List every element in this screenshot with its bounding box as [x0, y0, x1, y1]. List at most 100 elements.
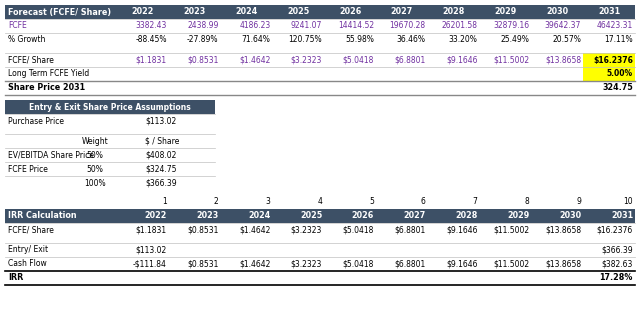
- Text: 1: 1: [162, 198, 167, 206]
- Bar: [5, 81, 635, 95]
- Text: FCFE: FCFE: [8, 21, 27, 31]
- Text: 2438.99: 2438.99: [188, 21, 219, 31]
- Text: 2024: 2024: [248, 212, 270, 220]
- Text: $13.8658: $13.8658: [545, 259, 581, 268]
- Text: 33.20%: 33.20%: [449, 35, 477, 45]
- Text: 2031: 2031: [598, 7, 620, 17]
- Text: FCFE Price: FCFE Price: [8, 164, 48, 174]
- Text: $6.8801: $6.8801: [394, 259, 426, 268]
- Text: 2024: 2024: [236, 7, 258, 17]
- Text: 5.00%: 5.00%: [607, 70, 633, 79]
- Text: $11.5002: $11.5002: [493, 259, 529, 268]
- Text: $11.5002: $11.5002: [493, 56, 529, 64]
- Text: $113.02: $113.02: [145, 116, 176, 125]
- Text: 2028: 2028: [442, 7, 465, 17]
- Text: 50%: 50%: [86, 150, 104, 160]
- Text: Entry/ Exit: Entry/ Exit: [8, 245, 48, 254]
- Text: $9.1646: $9.1646: [446, 259, 477, 268]
- Bar: [5, 271, 635, 285]
- Bar: [5, 162, 215, 176]
- Text: 19670.28: 19670.28: [390, 21, 426, 31]
- Text: 2026: 2026: [339, 7, 361, 17]
- Bar: [583, 67, 635, 81]
- Text: IRR Calculation: IRR Calculation: [8, 212, 77, 220]
- Text: 4186.23: 4186.23: [239, 21, 270, 31]
- Text: Purchase Price: Purchase Price: [8, 116, 64, 125]
- Text: 32879.16: 32879.16: [493, 21, 529, 31]
- Text: -88.45%: -88.45%: [135, 35, 167, 45]
- Text: $5.0418: $5.0418: [342, 226, 374, 235]
- Bar: [583, 53, 635, 67]
- Text: 7: 7: [473, 198, 477, 206]
- Text: 2029: 2029: [494, 7, 516, 17]
- Text: Entry & Exit Share Price Assumptions: Entry & Exit Share Price Assumptions: [29, 102, 191, 111]
- Text: 120.75%: 120.75%: [289, 35, 322, 45]
- Bar: [5, 100, 215, 114]
- Text: 2029: 2029: [507, 212, 529, 220]
- Text: 2025: 2025: [300, 212, 322, 220]
- Text: $0.8531: $0.8531: [188, 56, 219, 64]
- Text: 10: 10: [623, 198, 633, 206]
- Text: Long Term FCFE Yield: Long Term FCFE Yield: [8, 70, 89, 79]
- Bar: [5, 19, 635, 33]
- Text: FCFE/ Share: FCFE/ Share: [8, 226, 54, 235]
- Bar: [5, 176, 215, 190]
- Text: $324.75: $324.75: [145, 164, 177, 174]
- Text: 2: 2: [214, 198, 219, 206]
- Text: $366.39: $366.39: [145, 178, 177, 188]
- Text: $13.8658: $13.8658: [545, 56, 581, 64]
- Text: 39642.37: 39642.37: [545, 21, 581, 31]
- Text: EV/EBITDA Share Price: EV/EBITDA Share Price: [8, 150, 94, 160]
- Text: Weight: Weight: [82, 136, 108, 146]
- Text: 6: 6: [421, 198, 426, 206]
- Text: 100%: 100%: [84, 178, 106, 188]
- Text: 2028: 2028: [455, 212, 477, 220]
- Bar: [5, 148, 215, 162]
- Text: $16.2376: $16.2376: [593, 56, 633, 64]
- Text: $1.1831: $1.1831: [136, 56, 167, 64]
- Text: 2023: 2023: [184, 7, 206, 17]
- Text: $113.02: $113.02: [136, 245, 167, 254]
- Text: Forecast (FCFE/ Share): Forecast (FCFE/ Share): [8, 7, 111, 17]
- Text: 25.49%: 25.49%: [500, 35, 529, 45]
- Text: $408.02: $408.02: [145, 150, 177, 160]
- Text: $13.8658: $13.8658: [545, 226, 581, 235]
- Text: 2027: 2027: [391, 7, 413, 17]
- Text: IRR: IRR: [8, 274, 23, 282]
- Text: $16.2376: $16.2376: [596, 226, 633, 235]
- Text: $3.2323: $3.2323: [291, 259, 322, 268]
- Bar: [5, 243, 635, 257]
- Bar: [5, 53, 635, 67]
- Bar: [5, 5, 635, 19]
- Text: 55.98%: 55.98%: [345, 35, 374, 45]
- Text: 46423.31: 46423.31: [596, 21, 633, 31]
- Text: $5.0418: $5.0418: [342, 259, 374, 268]
- Text: $1.4642: $1.4642: [239, 56, 270, 64]
- Text: 20.57%: 20.57%: [552, 35, 581, 45]
- Text: $0.8531: $0.8531: [188, 259, 219, 268]
- Text: $3.2323: $3.2323: [291, 226, 322, 235]
- Text: $366.39: $366.39: [602, 245, 633, 254]
- Text: 2025: 2025: [287, 7, 309, 17]
- Bar: [5, 195, 635, 209]
- Text: 36.46%: 36.46%: [397, 35, 426, 45]
- Text: 26201.58: 26201.58: [442, 21, 477, 31]
- Text: 9: 9: [577, 198, 581, 206]
- Text: 3: 3: [266, 198, 270, 206]
- Text: 2027: 2027: [404, 212, 426, 220]
- Text: $0.8531: $0.8531: [188, 226, 219, 235]
- Bar: [5, 67, 635, 81]
- Text: $9.1646: $9.1646: [446, 56, 477, 64]
- Text: $382.63: $382.63: [602, 259, 633, 268]
- Bar: [5, 223, 635, 237]
- Text: 17.11%: 17.11%: [604, 35, 633, 45]
- Text: Cash Flow: Cash Flow: [8, 259, 47, 268]
- Text: 71.64%: 71.64%: [241, 35, 270, 45]
- Text: $9.1646: $9.1646: [446, 226, 477, 235]
- Text: $1.4642: $1.4642: [239, 259, 270, 268]
- Text: 2030: 2030: [559, 212, 581, 220]
- Text: 9241.07: 9241.07: [291, 21, 322, 31]
- Text: $1.4642: $1.4642: [239, 226, 270, 235]
- Bar: [5, 114, 215, 128]
- Text: 2030: 2030: [546, 7, 568, 17]
